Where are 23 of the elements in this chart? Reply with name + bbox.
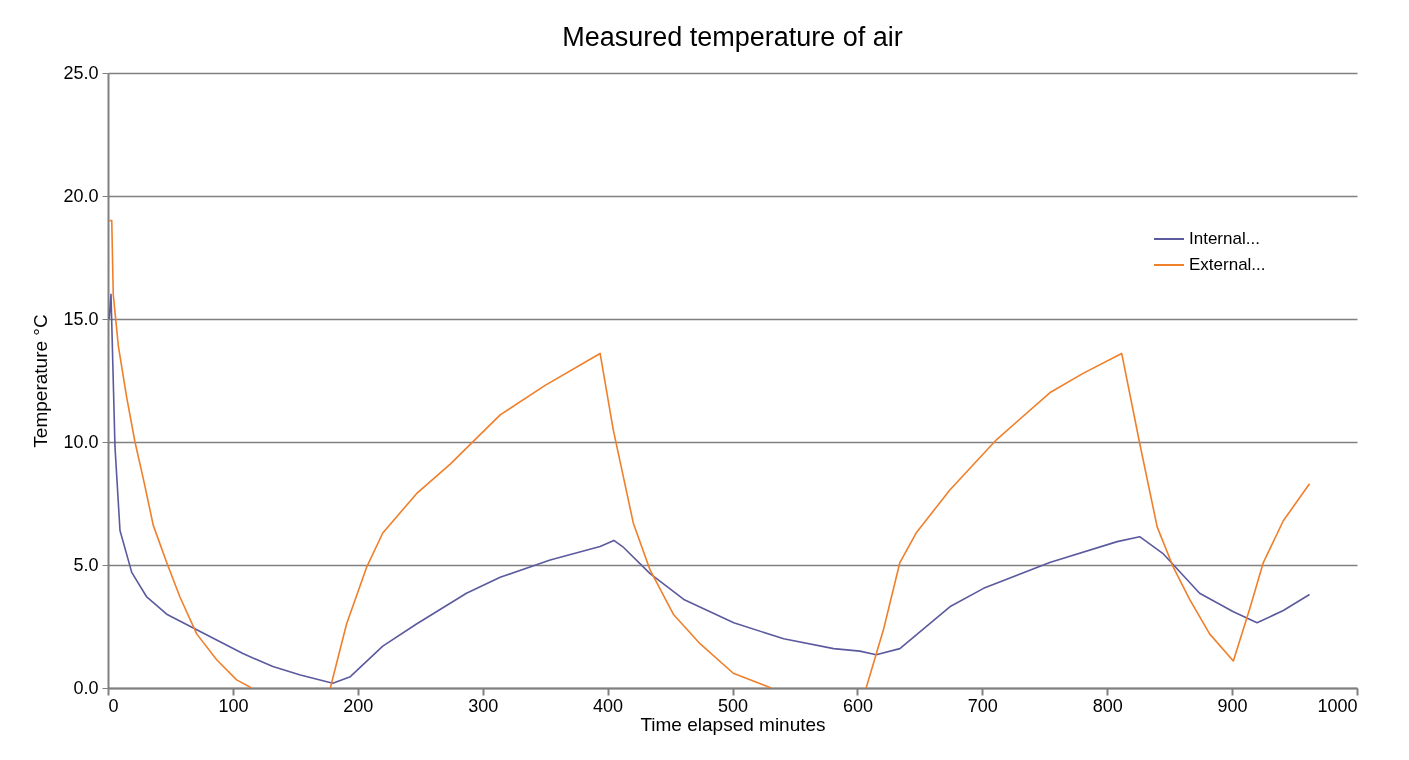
x-tick-label: 200 bbox=[343, 695, 374, 716]
x-tick-label: 500 bbox=[717, 695, 749, 716]
y-axis-title: Temperature °C bbox=[30, 314, 52, 448]
legend-label: External... bbox=[1189, 255, 1266, 274]
x-tick-label: 800 bbox=[1092, 695, 1123, 716]
x-axis-title: Time elapsed minutes bbox=[640, 713, 826, 735]
y-tick-label: 10.0 bbox=[63, 431, 99, 452]
legend-label: Internal... bbox=[1189, 229, 1260, 248]
y-tick-label: 25.0 bbox=[63, 62, 99, 83]
x-tick-label: 900 bbox=[1217, 695, 1248, 716]
y-tick-label: 5.0 bbox=[73, 554, 99, 575]
line-series bbox=[108, 293, 1311, 685]
x-tick-label: 300 bbox=[468, 695, 499, 716]
x-tick-label: 400 bbox=[593, 695, 624, 716]
y-tick-label: 15.0 bbox=[63, 308, 99, 329]
chart-title: Measured temperature of air bbox=[562, 22, 903, 52]
x-tick-label: 0 bbox=[108, 695, 119, 716]
y-tick-label: 0.0 bbox=[73, 677, 99, 698]
x-tick-label: 1000 bbox=[1317, 695, 1358, 716]
y-tick-label: 20.0 bbox=[63, 185, 99, 206]
x-tick-label: 700 bbox=[967, 695, 998, 716]
x-tick-label: 600 bbox=[842, 695, 873, 716]
x-tick-label: 100 bbox=[218, 695, 249, 716]
